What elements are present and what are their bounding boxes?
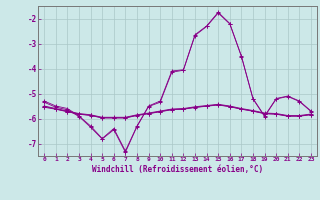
- X-axis label: Windchill (Refroidissement éolien,°C): Windchill (Refroidissement éolien,°C): [92, 165, 263, 174]
